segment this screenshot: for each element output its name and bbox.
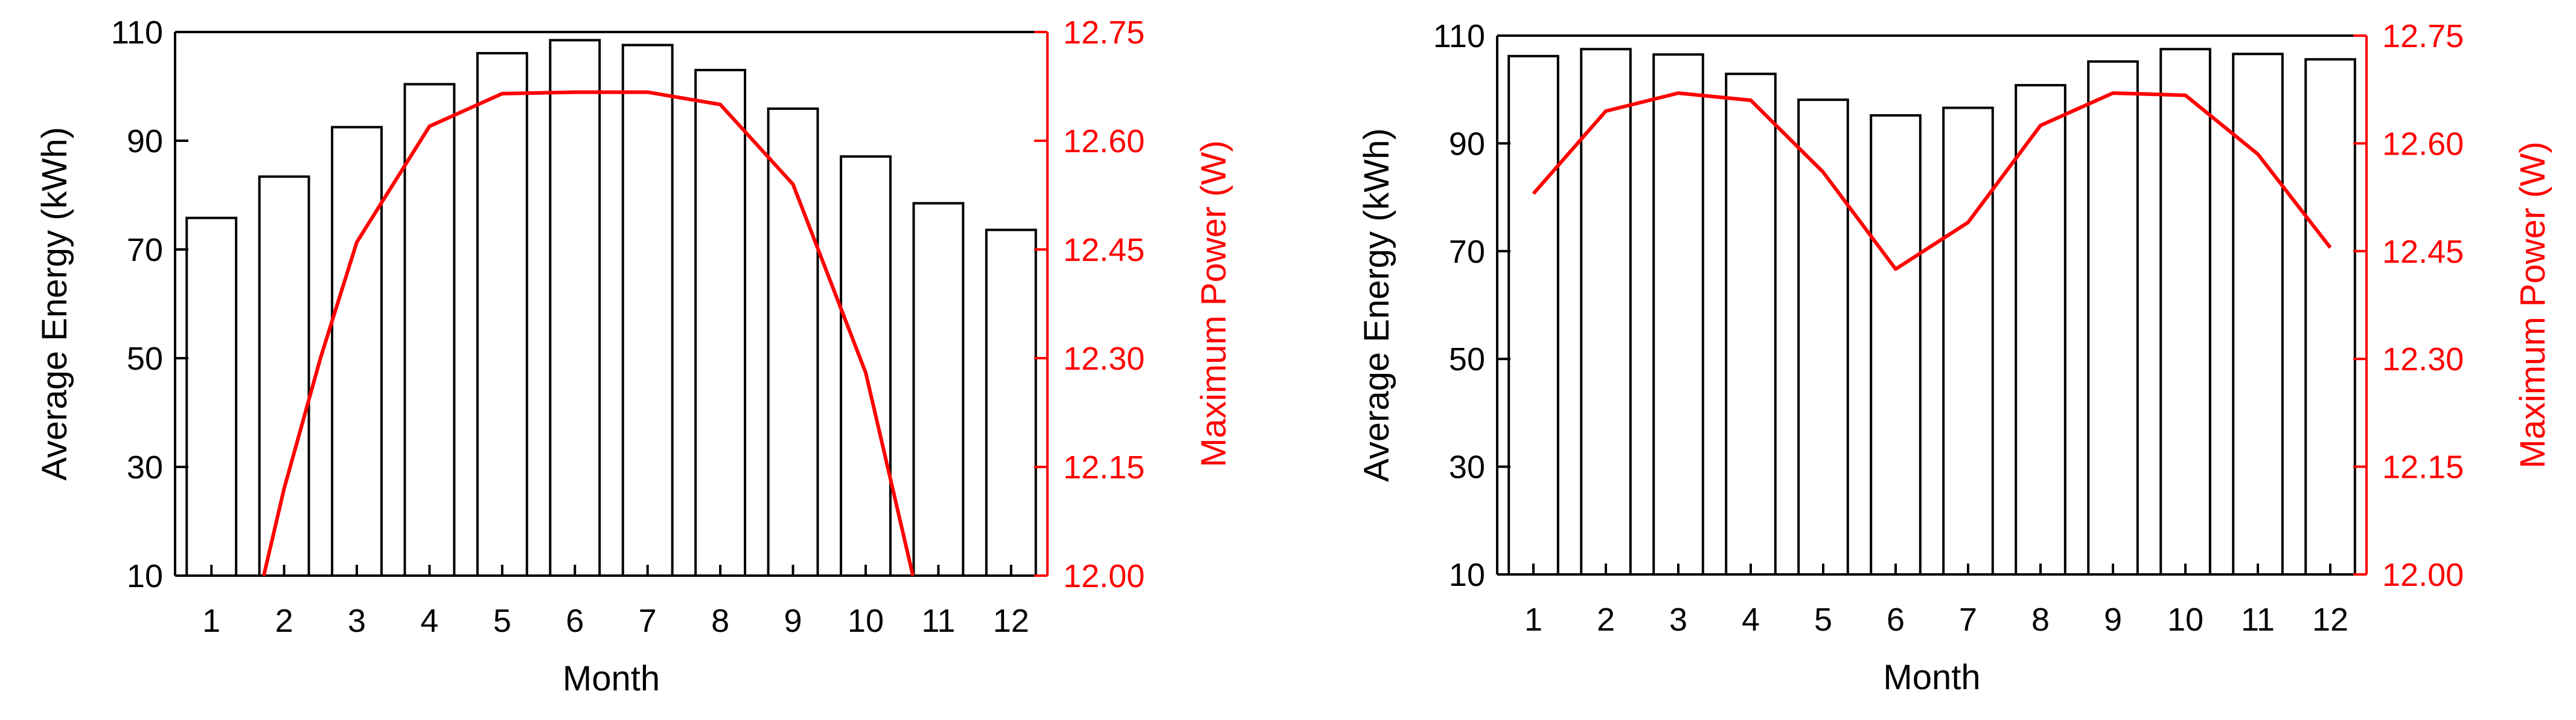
chart-1-x-tick-label-12: 12: [993, 603, 1029, 639]
chart-2-left-tick-label-10: 10: [1449, 557, 1485, 593]
chart-1-energy-bar-5: [476, 52, 528, 577]
chart-2-energy-bar-5: [1797, 98, 1849, 576]
chart-2-right-tick-label-12.15: 12.15: [2382, 449, 2464, 486]
chart-2-right-tick-label-12.00: 12.00: [2382, 557, 2464, 593]
chart-1-energy-bar-12: [985, 228, 1037, 577]
chart-1-left-tick-label-90: 90: [127, 123, 163, 159]
chart-1-energy-bar-6: [549, 39, 601, 577]
chart-2-right-tick-label-12.75: 12.75: [2382, 18, 2464, 54]
chart-1-x-axis-title: Month: [563, 659, 660, 698]
chart-2-x-tick-label-9: 9: [2104, 602, 2122, 638]
chart-2-x-tick-label-2: 2: [1597, 602, 1615, 638]
chart-2-energy-bar-2: [1580, 48, 1632, 576]
chart-1-max-power-line: [261, 90, 915, 576]
chart-1-right-tick-label-12.45: 12.45: [1063, 232, 1145, 268]
chart-1-x-tick-label-7: 7: [639, 603, 657, 639]
chart-1-energy-bar-10: [840, 155, 892, 577]
chart-1-right-tick-label-12.75: 12.75: [1063, 14, 1145, 51]
chart-2-x-tick-label-7: 7: [1959, 602, 1977, 638]
chart-2-right-tick-label-12.60: 12.60: [2382, 126, 2464, 162]
chart-1-x-tick-label-1: 1: [202, 603, 220, 639]
chart-2-energy-bar-6: [1870, 114, 1922, 576]
chart-2-x-tick-label-12: 12: [2312, 602, 2348, 638]
chart-1-x-tick-label-11: 11: [921, 603, 955, 639]
chart-2-max-power-line: [1532, 91, 2332, 271]
chart-1-energy-bar-2: [258, 175, 310, 577]
chart-1-x-tick-label-8: 8: [711, 603, 729, 639]
chart-2-energy-bar-7: [1942, 106, 1994, 576]
chart-2-left-tick-label-70: 70: [1449, 234, 1485, 270]
chart-1-right-tick-label-12.30: 12.30: [1063, 341, 1145, 377]
chart-1-left-tick-label-30: 30: [127, 449, 163, 486]
chart-2-energy-bar-9: [2087, 60, 2139, 576]
chart-2-x-tick-label-8: 8: [2031, 602, 2050, 638]
chart-2-energy-bar-12: [2304, 58, 2356, 576]
chart-2-left-tick-label-30: 30: [1449, 449, 1485, 486]
chart-2-energy-bar-10: [2159, 48, 2211, 576]
chart-1-x-tick-label-3: 3: [348, 603, 366, 639]
chart-2-x-tick-label-5: 5: [1814, 602, 1832, 638]
chart-1-energy-bar-8: [694, 69, 747, 577]
chart-2-left-axis-title: Average Energy (kWh): [1357, 128, 1396, 482]
chart-2-left-tick-label-110: 110: [1433, 18, 1485, 54]
chart-1-x-tick-label-5: 5: [493, 603, 511, 639]
chart-1-x-tick-label-10: 10: [848, 603, 884, 639]
chart-1-energy-bar-9: [767, 107, 819, 577]
chart-2-x-axis-title: Month: [1883, 658, 1980, 697]
chart-2-x-tick-label-10: 10: [2167, 602, 2204, 638]
chart-1-right-axis-title: Maximum Power (W): [1194, 140, 1233, 467]
chart-1-x-tick-label-6: 6: [566, 603, 584, 639]
chart-1-x-tick-label-2: 2: [275, 603, 293, 639]
chart-1-right-tick-label-12.15: 12.15: [1063, 449, 1145, 486]
chart-2-right-tick-label-12.45: 12.45: [2382, 234, 2464, 270]
chart-1-energy-bar-7: [621, 43, 674, 577]
chart-2-left-tick-label-90: 90: [1449, 126, 1485, 162]
chart-2-right-axis-title: Maximum Power (W): [2513, 141, 2552, 468]
chart-1-left-tick-label-70: 70: [127, 232, 163, 268]
chart-1-energy-bar-4: [403, 83, 456, 577]
chart-2-energy-bar-11: [2232, 53, 2284, 576]
chart-2-x-tick-label-4: 4: [1742, 602, 1760, 638]
chart-2-x-tick-label-3: 3: [1669, 602, 1687, 638]
chart-2-left-tick-label-50: 50: [1449, 341, 1485, 378]
chart-2-x-tick-label-1: 1: [1524, 602, 1542, 638]
chart-1-energy-bar-1: [185, 216, 238, 577]
chart-1-left-axis-title: Average Energy (kWh): [35, 127, 74, 481]
chart-2-energy-bar-3: [1652, 53, 1704, 576]
chart-1-energy-bar-3: [331, 126, 383, 577]
chart-2-x-tick-label-6: 6: [1887, 602, 1905, 638]
chart-1-left-tick-label-50: 50: [127, 341, 163, 377]
chart-2-energy-bar-4: [1725, 72, 1777, 576]
chart-2-right-tick-label-12.30: 12.30: [2382, 341, 2464, 378]
chart-2-energy-bar-1: [1507, 54, 1559, 576]
chart-1-left-tick-label-110: 110: [111, 14, 163, 51]
chart-2-x-tick-label-11: 11: [2241, 602, 2275, 638]
chart-1-right-tick-label-12.00: 12.00: [1063, 558, 1145, 594]
chart-2-energy-bar-8: [2015, 84, 2066, 576]
chart-1-x-tick-label-4: 4: [420, 603, 438, 639]
chart-1-right-tick-label-12.60: 12.60: [1063, 123, 1145, 159]
chart-1-energy-bar-11: [912, 202, 965, 577]
chart-1-x-tick-label-9: 9: [784, 603, 802, 639]
chart-1-left-tick-label-10: 10: [127, 558, 163, 594]
